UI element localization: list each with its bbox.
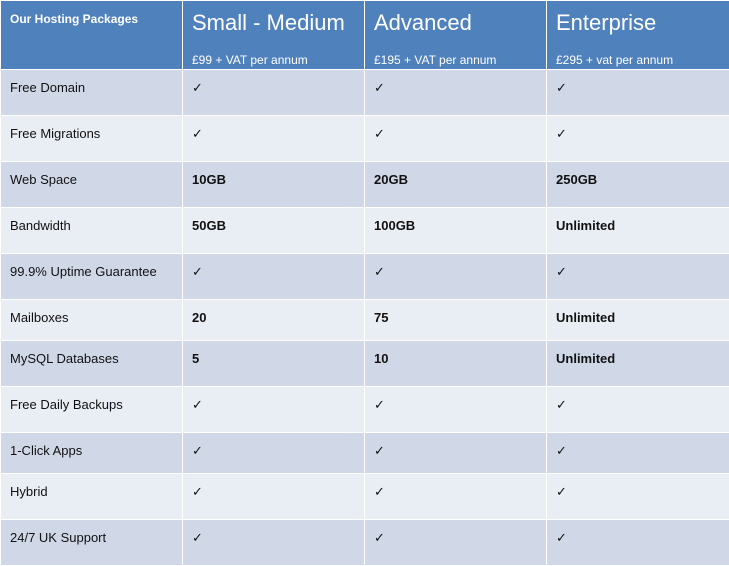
plan-header-small-medium: Small - Medium £99 + VAT per annum [183,1,365,70]
feature-value: Unlimited [547,300,729,341]
feature-value: 10GB [183,162,365,208]
feature-value: 10 [365,341,547,387]
table-row: Hybrid✓✓✓ [1,474,729,520]
feature-value: 100GB [365,208,547,254]
check-icon: ✓ [547,433,729,474]
plan-header-enterprise: Enterprise £295 + vat per annum [547,1,729,70]
table-row: Free Domain✓✓✓ [1,70,729,116]
plan-name: Advanced [374,10,472,36]
check-icon: ✓ [547,116,729,162]
table-body: Free Domain✓✓✓Free Migrations✓✓✓Web Spac… [1,70,729,566]
feature-value: 20GB [365,162,547,208]
feature-value: Unlimited [547,341,729,387]
check-icon: ✓ [365,474,547,520]
check-icon: ✓ [365,70,547,116]
feature-label: Hybrid [1,474,183,520]
feature-label: Free Migrations [1,116,183,162]
feature-value: 20 [183,300,365,341]
check-icon: ✓ [547,254,729,300]
feature-label: MySQL Databases [1,341,183,387]
check-icon: ✓ [183,474,365,520]
check-icon: ✓ [547,474,729,520]
check-icon: ✓ [183,520,365,566]
plan-price: £295 + vat per annum [556,53,673,67]
table-row: Free Daily Backups✓✓✓ [1,387,729,433]
feature-value: 5 [183,341,365,387]
table-row: Free Migrations✓✓✓ [1,116,729,162]
plan-price: £99 + VAT per annum [192,53,308,67]
check-icon: ✓ [183,387,365,433]
check-icon: ✓ [547,520,729,566]
check-icon: ✓ [547,387,729,433]
check-icon: ✓ [183,254,365,300]
feature-label: 1-Click Apps [1,433,183,474]
feature-label: Mailboxes [1,300,183,341]
feature-label: Bandwidth [1,208,183,254]
check-icon: ✓ [183,116,365,162]
table-header-row: Our Hosting Packages Small - Medium £99 … [1,1,729,70]
table-row: 1-Click Apps✓✓✓ [1,433,729,474]
check-icon: ✓ [365,387,547,433]
plan-header-advanced: Advanced £195 + VAT per annum [365,1,547,70]
check-icon: ✓ [183,70,365,116]
table-row: 24/7 UK Support✓✓✓ [1,520,729,566]
feature-value: 75 [365,300,547,341]
check-icon: ✓ [365,433,547,474]
check-icon: ✓ [183,433,365,474]
table-title: Our Hosting Packages [10,12,138,26]
feature-label: Web Space [1,162,183,208]
plan-name: Small - Medium [192,10,345,36]
feature-label: Free Domain [1,70,183,116]
table-row: 99.9% Uptime Guarantee✓✓✓ [1,254,729,300]
check-icon: ✓ [365,116,547,162]
header-corner-cell: Our Hosting Packages [1,1,183,70]
check-icon: ✓ [547,70,729,116]
check-icon: ✓ [365,254,547,300]
feature-value: Unlimited [547,208,729,254]
plan-name: Enterprise [556,10,656,36]
check-icon: ✓ [365,520,547,566]
feature-label: 24/7 UK Support [1,520,183,566]
feature-value: 250GB [547,162,729,208]
feature-label: 99.9% Uptime Guarantee [1,254,183,300]
feature-value: 50GB [183,208,365,254]
feature-label: Free Daily Backups [1,387,183,433]
plan-price: £195 + VAT per annum [374,53,496,67]
